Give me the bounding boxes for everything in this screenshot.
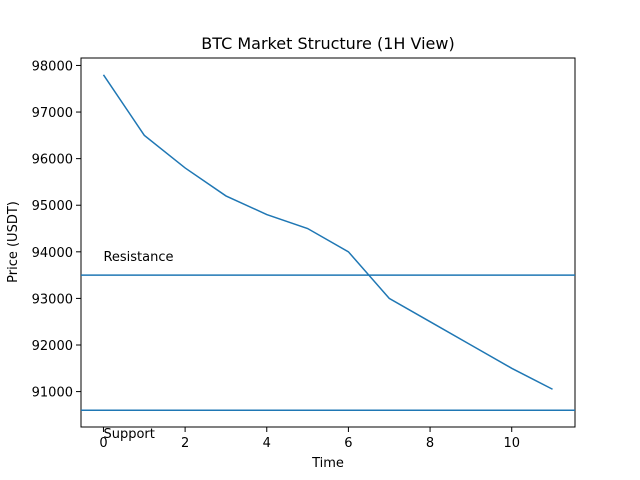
y-tick-label: 92000 [32,339,73,354]
y-tick-label: 93000 [32,292,73,307]
chart-title: BTC Market Structure (1H View) [201,34,454,53]
x-tick-label: 8 [426,436,434,451]
y-tick-label: 91000 [32,386,73,401]
y-axis-label: Price (USDT) [6,201,21,283]
y-tick-label: 94000 [32,246,73,261]
x-tick-label: 4 [263,436,271,451]
y-tick-label: 95000 [32,199,73,214]
price-line [102,74,553,390]
y-tick-label: 98000 [32,59,73,74]
x-axis-label: Time [311,456,344,471]
x-tick-label: 6 [344,436,352,451]
annotation: Support [103,427,154,442]
y-tick-label: 97000 [32,106,73,121]
y-tick-label: 96000 [32,153,73,168]
x-tick-label: 10 [503,436,520,451]
x-tick-label: 2 [181,436,189,451]
plot-frame [80,57,576,428]
x-tick-label: 0 [99,436,107,451]
annotation: Resistance [103,250,173,265]
